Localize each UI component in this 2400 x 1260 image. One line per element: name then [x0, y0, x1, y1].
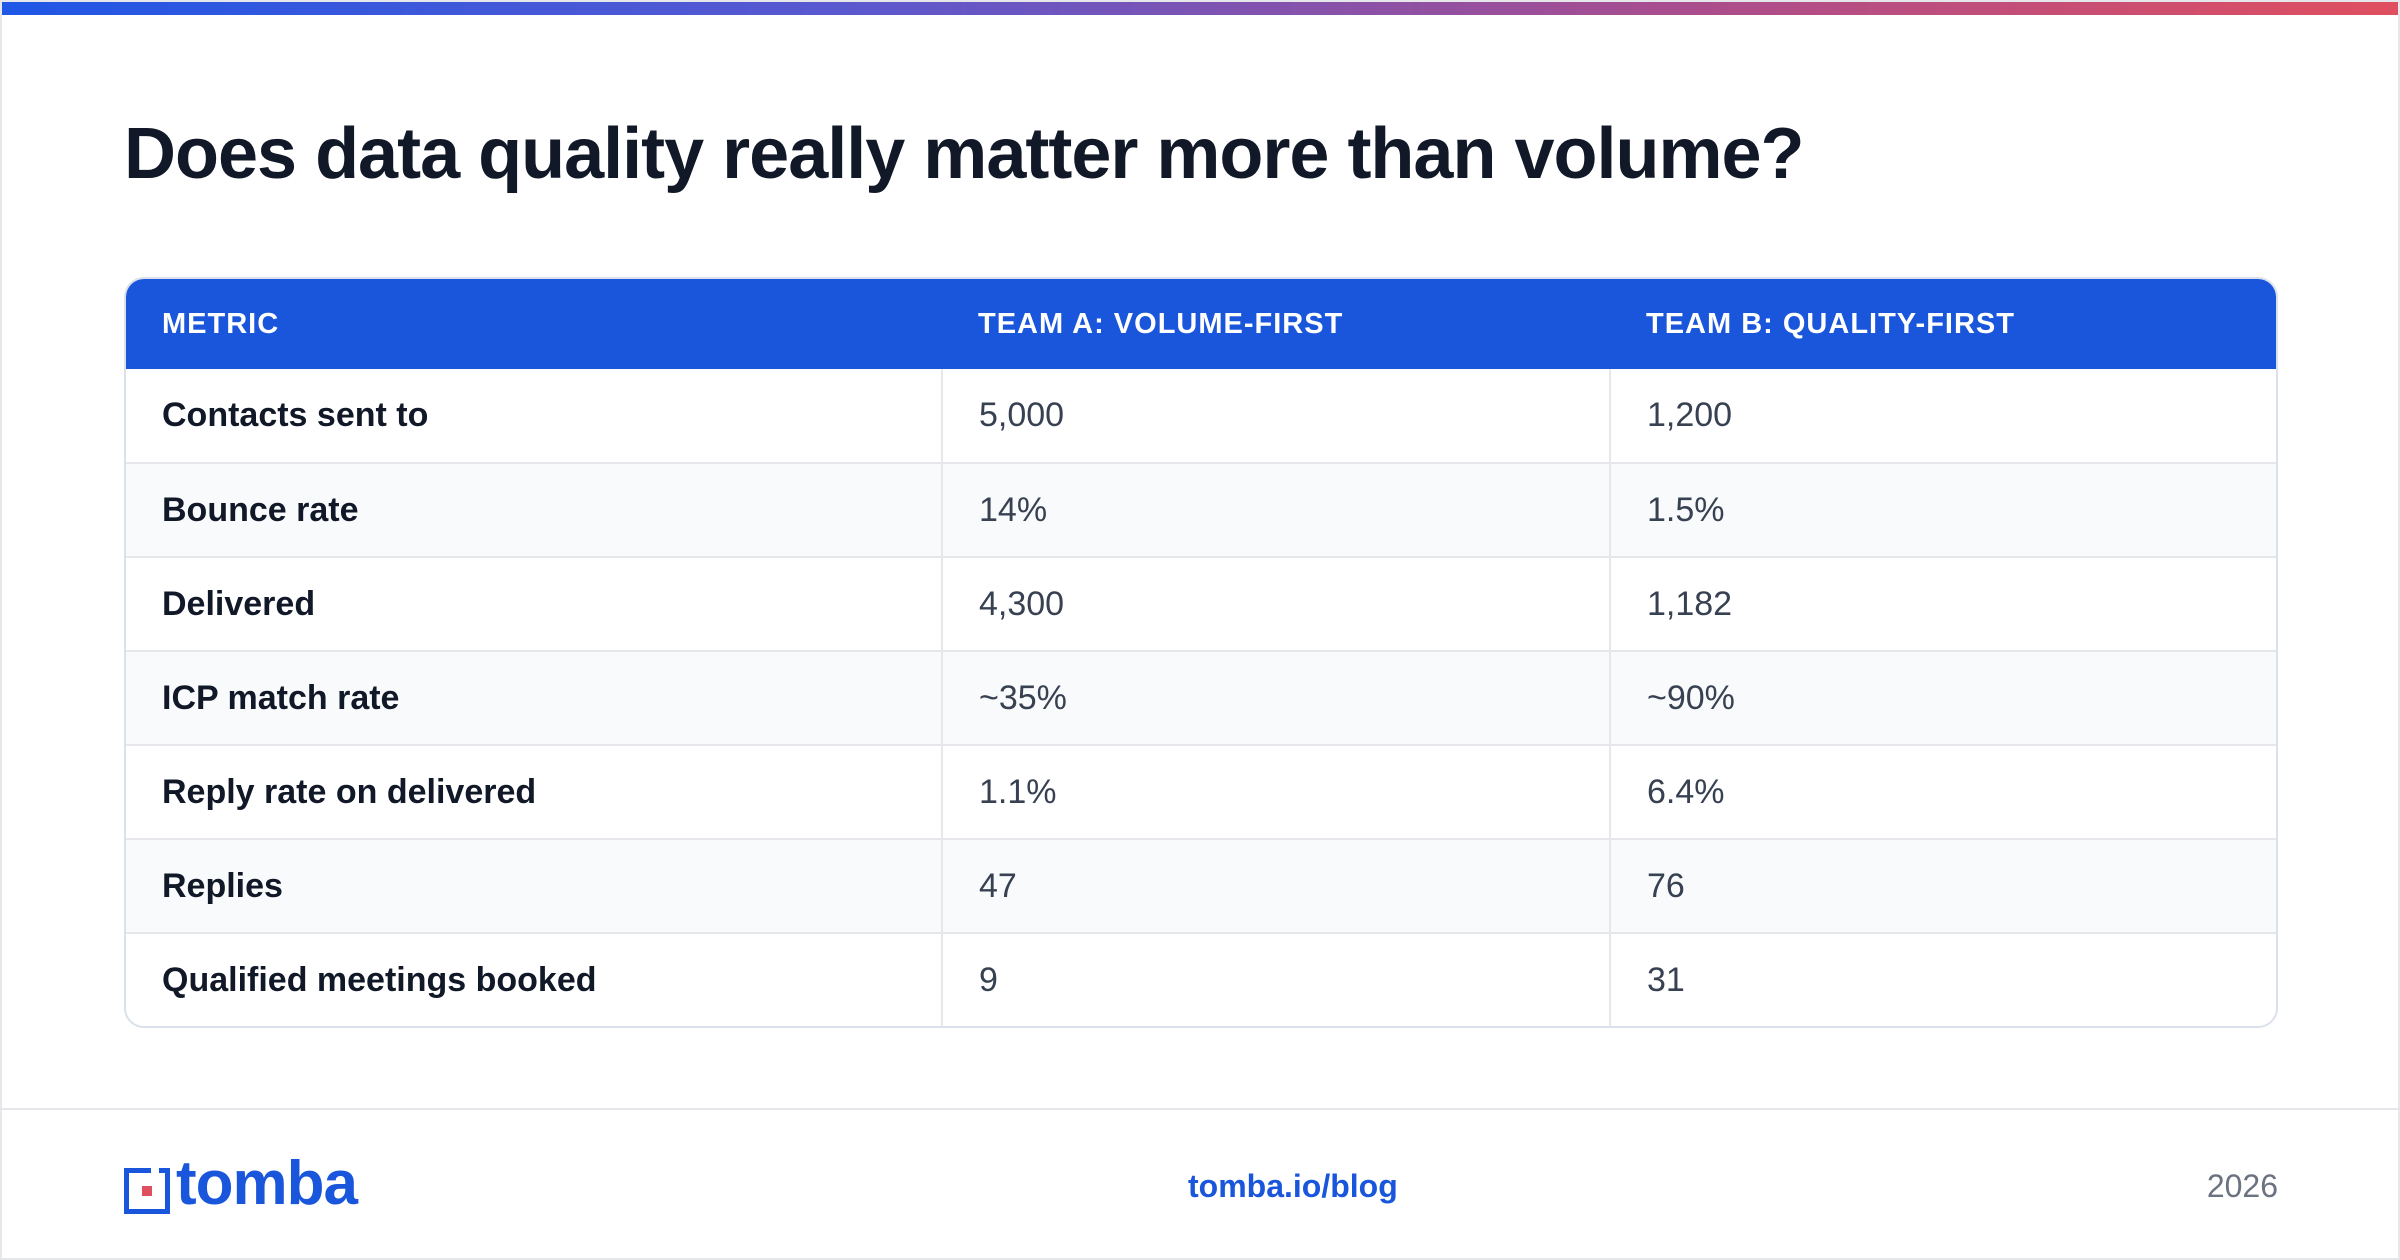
team-a-value: ~35%: [941, 651, 1610, 745]
team-b-value: 1,182: [1609, 557, 2276, 651]
footer-year: 2026: [2206, 1168, 2278, 1204]
team-b-value: 6.4%: [1609, 745, 2276, 839]
metric-cell: Delivered: [162, 584, 316, 623]
team-b-value: 31: [1609, 933, 2276, 1026]
team-a-value: 1.1%: [941, 745, 1610, 839]
logo-text: tomba: [176, 1149, 358, 1218]
header-team-b: TEAM B: QUALITY-FIRST: [1646, 307, 2015, 340]
metric-cell: Bounce rate: [162, 490, 359, 529]
page-title: Does data quality really matter more tha…: [124, 114, 1804, 194]
table-row: Bounce rate 14% 1.5%: [126, 463, 2276, 557]
team-a-value: 9: [941, 933, 1610, 1026]
team-a-value: 4,300: [941, 557, 1610, 651]
blog-link[interactable]: tomba.io/blog: [1188, 1168, 1398, 1204]
header-team-a: TEAM A: VOLUME-FIRST: [978, 307, 1344, 340]
team-b-value: 76: [1609, 839, 2276, 933]
metric-cell: Contacts sent to: [162, 396, 429, 434]
team-b-value: 1,200: [1609, 369, 2276, 463]
team-a-value: 47: [941, 839, 1610, 933]
table-header-row: METRIC TEAM A: VOLUME-FIRST TEAM B: QUAL…: [126, 279, 2276, 369]
table-row: Delivered 4,300 1,182: [126, 557, 2276, 651]
table-row: ICP match rate ~35% ~90%: [126, 651, 2276, 745]
comparison-table-card: METRIC TEAM A: VOLUME-FIRST TEAM B: QUAL…: [124, 277, 2278, 1028]
team-b-value: ~90%: [1609, 651, 2276, 745]
tomba-logo: tomba: [124, 1149, 384, 1218]
comparison-table: METRIC TEAM A: VOLUME-FIRST TEAM B: QUAL…: [126, 279, 2276, 1026]
metric-cell: Replies: [162, 866, 283, 905]
team-a-value: 5,000: [941, 369, 1610, 463]
table-row: Qualified meetings booked 9 31: [126, 933, 2276, 1026]
team-a-value: 14%: [941, 463, 1610, 557]
tomba-logo-icon: [124, 1168, 170, 1214]
header-metric: METRIC: [162, 307, 280, 340]
table-body: Contacts sent to 5,000 1,200 Bounce rate…: [126, 369, 2276, 1026]
table-row: Replies 47 76: [126, 839, 2276, 933]
table-row: Reply rate on delivered 1.1% 6.4%: [126, 745, 2276, 839]
top-gradient-bar: [2, 2, 2398, 15]
metric-cell: Qualified meetings booked: [162, 961, 597, 999]
footer: tomba tomba.io/blog 2026: [2, 1108, 2398, 1258]
table-header: METRIC TEAM A: VOLUME-FIRST TEAM B: QUAL…: [126, 279, 2276, 369]
metric-cell: Reply rate on delivered: [162, 772, 537, 811]
team-b-value: 1.5%: [1609, 463, 2276, 557]
metric-cell: ICP match rate: [162, 678, 400, 717]
table-row: Contacts sent to 5,000 1,200: [126, 369, 2276, 463]
